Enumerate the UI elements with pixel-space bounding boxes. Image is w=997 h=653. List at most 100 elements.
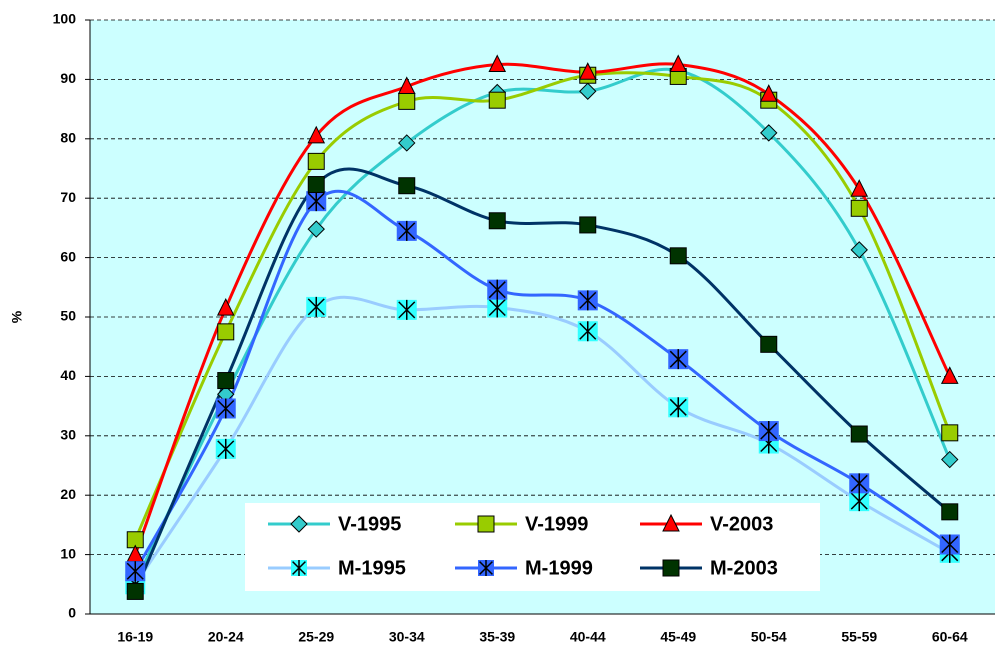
x-tick-label: 45-49 (660, 629, 696, 645)
marker (577, 290, 598, 311)
marker (940, 366, 959, 384)
x-tick-label: 16-19 (117, 629, 153, 645)
marker (398, 92, 416, 110)
legend-label: V-2003 (710, 513, 773, 535)
marker-star (941, 534, 959, 555)
marker (941, 424, 959, 442)
marker-star (488, 297, 506, 318)
y-tick-label: 70 (60, 189, 76, 205)
legend-label: M-1995 (338, 557, 406, 579)
y-tick-label: 0 (68, 605, 76, 621)
marker (306, 191, 327, 212)
x-tick-label: 20-24 (208, 629, 244, 645)
marker (941, 450, 959, 469)
y-tick-label: 30 (60, 427, 76, 443)
marker (306, 296, 327, 317)
legend-label: V-1995 (338, 513, 401, 535)
series-line (133, 62, 952, 556)
marker (849, 491, 870, 512)
marker (398, 134, 416, 152)
marker-star (850, 491, 868, 512)
y-axis-label: % (9, 310, 25, 323)
marker (760, 124, 778, 142)
marker (662, 513, 680, 532)
marker (307, 176, 325, 194)
legend-label: M-1999 (525, 557, 593, 579)
marker (669, 247, 687, 265)
series-line (133, 71, 952, 541)
marker-star (669, 349, 687, 370)
marker (579, 216, 597, 234)
marker-body (126, 582, 144, 600)
marker-star (579, 321, 597, 342)
marker-body (760, 335, 778, 353)
marker-body (941, 503, 959, 521)
marker-star (669, 397, 687, 418)
y-tick-label: 50 (60, 308, 76, 324)
marker (307, 125, 326, 144)
marker-star (579, 290, 597, 311)
marker (215, 398, 236, 419)
marker (217, 323, 235, 341)
series-line (134, 295, 951, 586)
marker-body (477, 515, 495, 533)
marker (398, 177, 416, 195)
marker-star (217, 398, 235, 419)
marker-star (307, 191, 325, 212)
marker-star (760, 421, 778, 442)
marker-star (850, 473, 868, 494)
marker (215, 438, 236, 459)
marker-body (398, 92, 416, 110)
marker (488, 54, 507, 73)
marker-body (488, 91, 506, 109)
marker (488, 91, 506, 109)
marker (487, 279, 508, 300)
y-tick-label: 20 (60, 486, 76, 502)
y-tick-label: 40 (60, 367, 76, 383)
y-tick-label: 80 (60, 130, 76, 146)
marker (668, 397, 689, 418)
marker-star (126, 561, 144, 582)
marker-body (488, 212, 506, 230)
x-tick-label: 35-39 (479, 629, 515, 645)
marker-star (398, 299, 416, 320)
marker (577, 321, 598, 342)
marker-body (941, 424, 959, 442)
marker (307, 152, 325, 170)
y-tick-label: 10 (60, 545, 76, 561)
marker-body (217, 323, 235, 341)
x-tick-label: 60-64 (932, 629, 968, 645)
marker-star (292, 560, 306, 576)
x-tick-label: 55-59 (841, 629, 877, 645)
marker-body (662, 559, 680, 577)
marker (125, 561, 146, 582)
marker-body (217, 372, 235, 390)
marker (217, 372, 235, 390)
marker (850, 241, 868, 259)
marker (126, 582, 144, 600)
marker (760, 335, 778, 353)
marker (397, 76, 416, 95)
marker (941, 503, 959, 521)
marker-body (307, 176, 325, 194)
marker (758, 421, 779, 442)
marker (668, 349, 689, 370)
y-tick-label: 90 (60, 70, 76, 86)
marker (662, 559, 680, 577)
marker (290, 515, 308, 533)
marker (850, 179, 869, 197)
marker (396, 220, 417, 241)
x-tick-label: 50-54 (751, 629, 787, 645)
marker-body (850, 425, 868, 443)
x-tick-label: 25-29 (298, 629, 334, 645)
marker (579, 82, 597, 100)
legend-label: V-1999 (525, 513, 588, 535)
y-tick-label: 100 (53, 11, 77, 27)
series-line (133, 167, 951, 593)
marker (669, 54, 688, 73)
marker (850, 425, 868, 443)
marker (488, 212, 506, 230)
marker (578, 62, 597, 80)
marker (759, 84, 778, 102)
x-tick-label: 30-34 (389, 629, 425, 645)
